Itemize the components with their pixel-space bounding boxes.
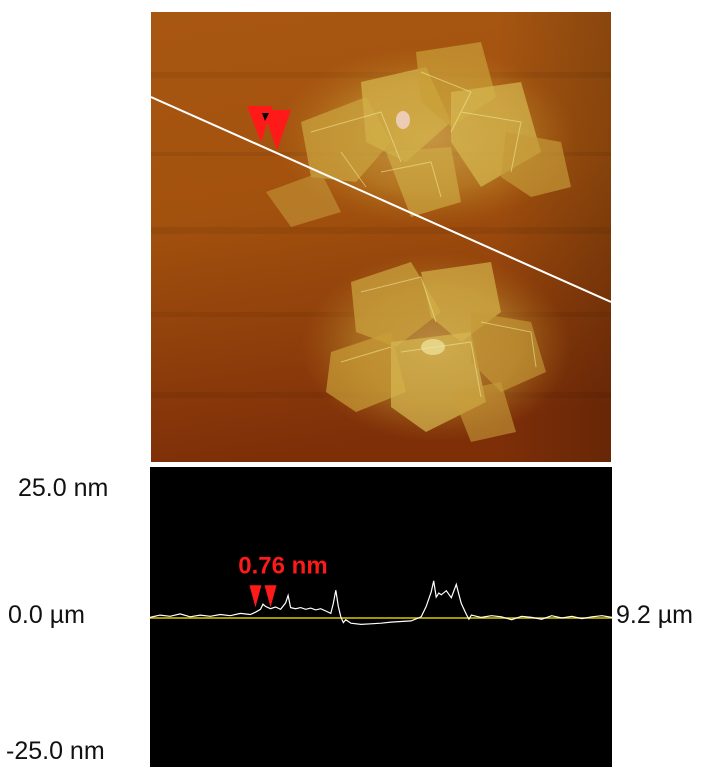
profile-scan-line [151, 96, 611, 303]
x-axis-max-label: 9.2 µm [616, 601, 693, 629]
step-height-annotation: 0.76 nm [238, 552, 327, 579]
afm-height-image [151, 12, 611, 462]
profile-background [150, 467, 612, 767]
profile-series-line [150, 580, 612, 626]
section-markers [247, 106, 291, 150]
lower-flake-cluster [301, 252, 571, 442]
profile-marker-1-icon [249, 585, 262, 608]
profile-markers [249, 585, 277, 608]
height-profile-chart: 0.76 nm [150, 467, 612, 767]
upper-flake-cluster [266, 42, 576, 227]
y-axis-max-label: 25.0 nm [18, 474, 109, 502]
profile-marker-2-icon [264, 585, 277, 608]
marker-right-icon [263, 110, 291, 150]
y-axis-min-label: -25.0 nm [6, 737, 105, 765]
x-axis-min-label: 0.0 µm [8, 601, 85, 629]
